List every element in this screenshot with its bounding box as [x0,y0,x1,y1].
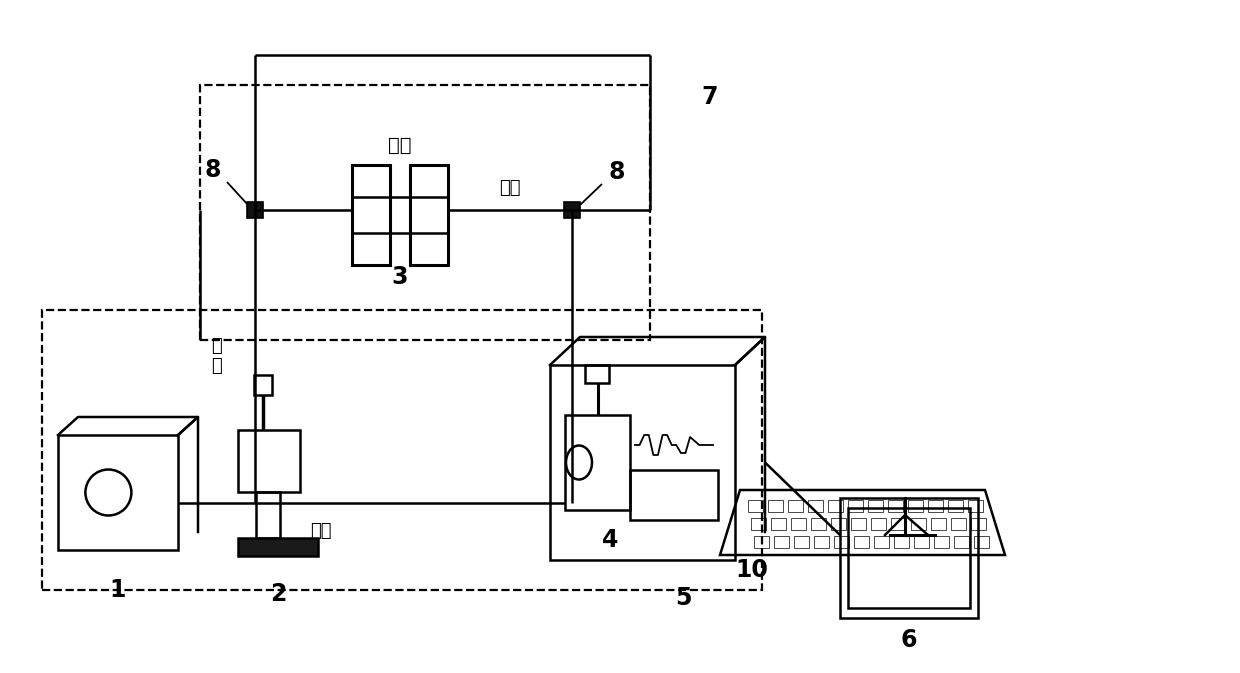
Bar [908,500,923,512]
Bar [551,365,735,560]
Bar [768,500,782,512]
Bar [754,536,769,548]
Bar [892,518,906,530]
Bar [835,536,849,548]
Bar [787,500,804,512]
Bar [971,518,986,530]
Bar [888,500,903,512]
Bar [813,536,830,548]
Bar [42,310,763,590]
Text: 7: 7 [702,85,718,109]
Bar [931,518,946,530]
Bar [200,85,650,340]
Bar [564,202,580,218]
Text: 液流: 液流 [388,135,412,155]
Bar [565,415,630,510]
Bar [748,500,763,512]
Text: 8: 8 [205,158,221,182]
Bar [794,536,808,548]
Text: 10: 10 [735,558,769,582]
Bar [828,500,843,512]
Bar [410,165,448,265]
Text: 4: 4 [603,528,619,552]
Bar [868,500,883,512]
Text: 光纤: 光纤 [310,522,332,540]
Text: 1: 1 [110,578,126,602]
Bar [831,518,846,530]
Bar [894,536,909,548]
Bar [854,536,869,548]
Bar [968,500,983,512]
Bar [973,536,990,548]
Text: 8: 8 [609,160,625,184]
Bar [751,518,766,530]
Bar [352,165,391,265]
Text: 2: 2 [270,582,286,606]
Bar [951,518,966,530]
Text: 光纤: 光纤 [500,179,521,197]
Bar [58,435,179,550]
Bar [848,500,863,512]
Bar [848,508,970,608]
Bar [247,202,263,218]
Bar [811,518,826,530]
Bar [630,470,718,520]
Bar [914,536,929,548]
Bar [774,536,789,548]
Bar [791,518,806,530]
Bar [584,365,609,383]
Bar [928,500,942,512]
Text: 5: 5 [675,586,692,610]
Bar [255,492,280,538]
Bar [954,536,968,548]
Text: 光
纤: 光 纤 [212,336,222,376]
Bar [874,536,889,548]
Bar [771,518,786,530]
Bar [238,538,317,556]
Bar [851,518,866,530]
Bar [911,518,926,530]
Bar [839,498,978,618]
Bar [870,518,887,530]
Bar [934,536,949,548]
Bar [949,500,963,512]
Bar [808,500,823,512]
Bar [238,430,300,492]
Text: 3: 3 [392,265,408,289]
Text: 6: 6 [900,628,918,652]
Bar [253,375,272,395]
